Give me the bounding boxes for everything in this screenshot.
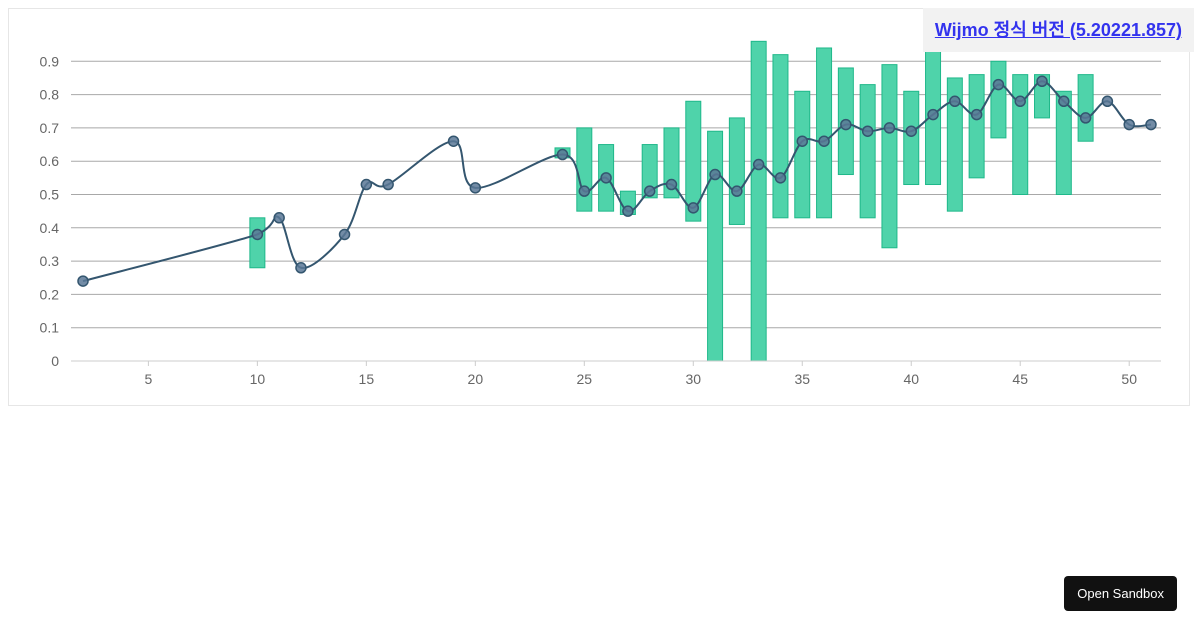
- data-point: [687, 202, 700, 214]
- range-bar: [903, 90, 920, 186]
- data-point: [818, 135, 830, 147]
- y-tick-label: 0.8: [40, 87, 60, 103]
- chart-container: 0 0.1 0.2 0.3 0.4 0.5 0.6 0.7 0.8 0.9 5 10 15 20 25 30 3…: [8, 8, 1190, 406]
- range-bar: [1055, 90, 1072, 195]
- y-tick-label: 0.3: [40, 253, 60, 269]
- y-tick-label: 0.9: [40, 53, 60, 69]
- range-bar: [576, 127, 593, 212]
- data-point: [447, 135, 460, 147]
- range-bar: [1012, 74, 1029, 195]
- data-point: [1101, 95, 1114, 108]
- data-point: [970, 108, 983, 121]
- data-point: [883, 122, 896, 134]
- data-point: [665, 178, 678, 191]
- range-bar: [794, 90, 811, 219]
- chart-svg: 0 0.1 0.2 0.3 0.4 0.5 0.6 0.7 0.8 0.9 5 10 15 20 25 30 3…: [40, 40, 1161, 387]
- y-tick-label: 0.1: [40, 320, 60, 336]
- version-link[interactable]: Wijmo 정식 버전 (5.20221.857): [922, 8, 1194, 52]
- x-tick-label: 20: [468, 371, 484, 387]
- range-bar: [859, 84, 876, 219]
- range-bar: [641, 144, 658, 199]
- data-point: [861, 125, 874, 137]
- y-tick-label: 0: [51, 353, 59, 369]
- data-point: [840, 118, 852, 131]
- data-point: [360, 178, 373, 191]
- data-point: [622, 205, 634, 217]
- y-tick-label: 0.6: [40, 153, 60, 169]
- range-bar: [750, 40, 767, 362]
- range-bar: [990, 60, 1007, 139]
- line-points: [77, 75, 1157, 287]
- data-point: [752, 158, 765, 171]
- data-point: [796, 135, 809, 147]
- range-bar: [728, 117, 745, 225]
- data-point: [1014, 95, 1026, 108]
- axes: 0 0.1 0.2 0.3 0.4 0.5 0.6 0.7 0.8 0.9 5 10 15 20 25 30 3…: [40, 53, 1161, 387]
- range-bar: [685, 100, 702, 222]
- range-bar: [946, 77, 963, 212]
- x-tick-label: 10: [250, 371, 266, 387]
- data-point: [338, 228, 351, 241]
- x-tick-label: 45: [1012, 371, 1028, 387]
- data-point: [992, 78, 1005, 91]
- x-tick-label: 25: [577, 371, 593, 387]
- data-point: [1145, 118, 1157, 131]
- data-point: [295, 262, 307, 274]
- range-bar: [772, 54, 789, 219]
- range-bars: [249, 40, 1094, 362]
- data-point: [469, 182, 482, 194]
- x-tick-label: 15: [359, 371, 375, 387]
- x-tick-label: 5: [144, 371, 152, 387]
- data-point: [556, 148, 569, 161]
- data-point: [927, 108, 939, 121]
- data-point: [273, 212, 285, 224]
- data-point: [1058, 95, 1070, 108]
- data-point: [731, 185, 743, 197]
- x-tick-label: 35: [794, 371, 810, 387]
- range-bar: [816, 47, 833, 219]
- data-point: [578, 185, 591, 197]
- data-point: [949, 95, 961, 108]
- y-tick-label: 0.7: [40, 120, 60, 136]
- y-tick-label: 0.2: [40, 286, 60, 302]
- data-point: [251, 228, 264, 241]
- x-tick-label: 50: [1121, 371, 1137, 387]
- open-sandbox-button[interactable]: Open Sandbox: [1064, 576, 1177, 611]
- data-point: [643, 185, 656, 197]
- range-bar: [707, 130, 724, 362]
- data-point: [77, 275, 89, 287]
- range-bar: [881, 64, 898, 249]
- x-tick-label: 30: [685, 371, 701, 387]
- data-point: [709, 168, 721, 181]
- data-point: [382, 178, 394, 191]
- data-point: [1079, 112, 1092, 124]
- x-tick-label: 40: [903, 371, 919, 387]
- data-point: [905, 125, 917, 137]
- range-bar: [968, 74, 985, 179]
- y-tick-label: 0.5: [40, 187, 60, 203]
- data-point: [1123, 118, 1135, 131]
- range-bar: [1077, 74, 1094, 142]
- data-point: [600, 172, 612, 184]
- data-point: [1036, 75, 1048, 88]
- y-tick-label: 0.4: [40, 220, 60, 236]
- range-bar: [249, 217, 266, 269]
- data-point: [774, 172, 787, 184]
